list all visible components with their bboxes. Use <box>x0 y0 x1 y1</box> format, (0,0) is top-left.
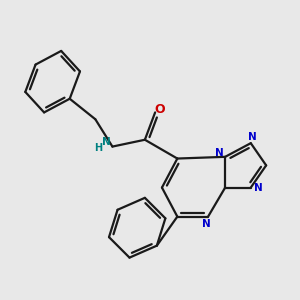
Text: H: H <box>94 142 102 153</box>
Text: N: N <box>102 137 111 148</box>
Text: N: N <box>254 183 263 193</box>
Text: N: N <box>202 219 211 229</box>
Text: N: N <box>248 132 257 142</box>
Text: N: N <box>214 148 224 158</box>
Text: O: O <box>154 103 164 116</box>
